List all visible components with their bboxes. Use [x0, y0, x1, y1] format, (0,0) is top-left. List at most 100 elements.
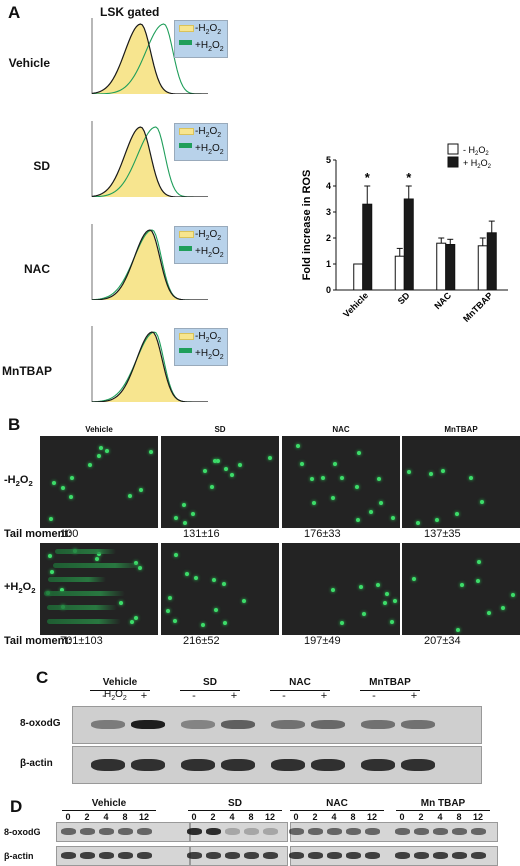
protein-band	[206, 828, 221, 835]
histogram-row-label: NAC	[24, 262, 50, 276]
comet-nucleus	[185, 571, 190, 576]
comet-image	[161, 436, 279, 528]
comet-image	[161, 543, 279, 635]
blot-group-title: Vehicle	[102, 677, 138, 688]
comet-nucleus	[361, 611, 366, 616]
comet-nucleus	[88, 463, 93, 468]
histogram-legend: -H2O2 +H2O2	[174, 328, 228, 366]
group-underline	[180, 690, 240, 691]
protein-band	[187, 828, 202, 835]
comet-nucleus	[310, 476, 315, 481]
comet-nucleus	[359, 584, 364, 589]
legend-minus: -H2O2	[179, 330, 224, 347]
timepoint-label: 0	[399, 812, 405, 822]
protein-band	[365, 828, 380, 835]
comet-nucleus	[477, 559, 482, 564]
protein-band	[452, 852, 467, 859]
protein-band	[221, 720, 255, 729]
comet-image	[40, 436, 158, 528]
protein-band	[225, 852, 240, 859]
protein-band	[244, 852, 259, 859]
protein-band	[311, 720, 345, 729]
comet-nucleus	[440, 469, 445, 474]
tail-moment-value: 216±52	[183, 635, 220, 647]
protein-band	[118, 828, 133, 835]
protein-band	[308, 852, 323, 859]
timepoint-label: 0	[191, 812, 197, 822]
protein-band	[118, 852, 133, 859]
comet-nucleus	[356, 451, 361, 456]
panel-a-letter: A	[8, 3, 21, 22]
ros-histogram: 10⁰10¹10²10³10⁴ROS-FITC	[91, 326, 209, 402]
bar	[403, 198, 414, 291]
protein-band	[395, 828, 410, 835]
x-tick-label: NAC	[432, 290, 453, 311]
group-underline	[90, 690, 150, 691]
tail-moment-value: 701±103	[60, 635, 103, 647]
comet-image	[282, 543, 400, 635]
treatment-sign: -	[102, 690, 106, 702]
protein-band	[327, 852, 342, 859]
comet-nucleus	[210, 485, 215, 490]
h2o2-label: H2O2	[104, 689, 127, 702]
comet-image	[40, 543, 158, 635]
protein-band	[271, 759, 305, 771]
comet-nucleus	[49, 517, 54, 521]
blot-strip	[72, 746, 482, 784]
comet-nucleus	[480, 500, 485, 505]
comet-nucleus	[383, 601, 388, 606]
blot-d-group-title: Mn TBAP	[420, 798, 466, 809]
legend-label: - H2O2	[463, 145, 489, 157]
comet-nucleus	[339, 621, 344, 626]
tail-moment-value: 207±34	[424, 635, 461, 647]
comet-nucleus	[168, 596, 173, 601]
comet-nucleus	[355, 518, 360, 523]
comet-tail	[52, 563, 143, 568]
comet-nucleus	[268, 455, 273, 460]
blot-strip	[72, 706, 482, 744]
timepoint-label: 0	[65, 812, 71, 822]
tail-moment-value: 197±49	[304, 635, 341, 647]
comet-tail	[44, 591, 126, 596]
panel-c-letter: C	[36, 668, 49, 687]
comet-nucleus	[230, 472, 235, 477]
ros-bar-chart: 0 1 2 3 4 5 Fold increase in ROS Vehicle SD NAC Mn…	[301, 143, 508, 324]
comet-nucleus	[94, 557, 99, 562]
comet-nucleus	[138, 488, 143, 493]
tail-moment-label: Tail moment:	[4, 635, 72, 647]
timepoint-label: 2	[418, 812, 424, 822]
comet-nucleus	[96, 552, 101, 557]
bar	[394, 255, 405, 291]
protein-band	[471, 828, 486, 835]
blot-group-title: MnTBAP	[369, 677, 411, 688]
group-underline	[62, 810, 156, 811]
comet-nucleus	[215, 459, 220, 464]
protein-band	[433, 828, 448, 835]
significance-marker: *	[406, 170, 412, 185]
protein-band	[433, 852, 448, 859]
comet-nucleus	[384, 591, 389, 596]
tail-moment-value: 131±16	[183, 528, 220, 540]
comet-nucleus	[213, 607, 218, 612]
timepoint-label: 4	[331, 812, 337, 822]
protein-band	[244, 828, 259, 835]
bar	[362, 203, 373, 291]
blot-d-group-title: NAC	[326, 798, 348, 809]
bar	[436, 242, 447, 291]
x-tick-label: SD	[396, 290, 412, 306]
protein-band	[225, 828, 240, 835]
panel-d-letter: D	[10, 797, 23, 816]
protein-band	[346, 828, 361, 835]
comet-nucleus	[181, 503, 186, 508]
comet-nucleus	[190, 512, 195, 517]
comet-nucleus	[469, 476, 474, 481]
protein-band	[99, 852, 114, 859]
comet-nucleus	[330, 495, 335, 500]
protein-band	[181, 759, 215, 771]
comet-column-header: NAC	[332, 425, 350, 434]
protein-band	[181, 720, 215, 729]
timepoint-label: 0	[293, 812, 299, 822]
comet-image	[402, 543, 520, 635]
comet-nucleus	[375, 583, 380, 588]
timepoint-label: 8	[456, 812, 462, 822]
